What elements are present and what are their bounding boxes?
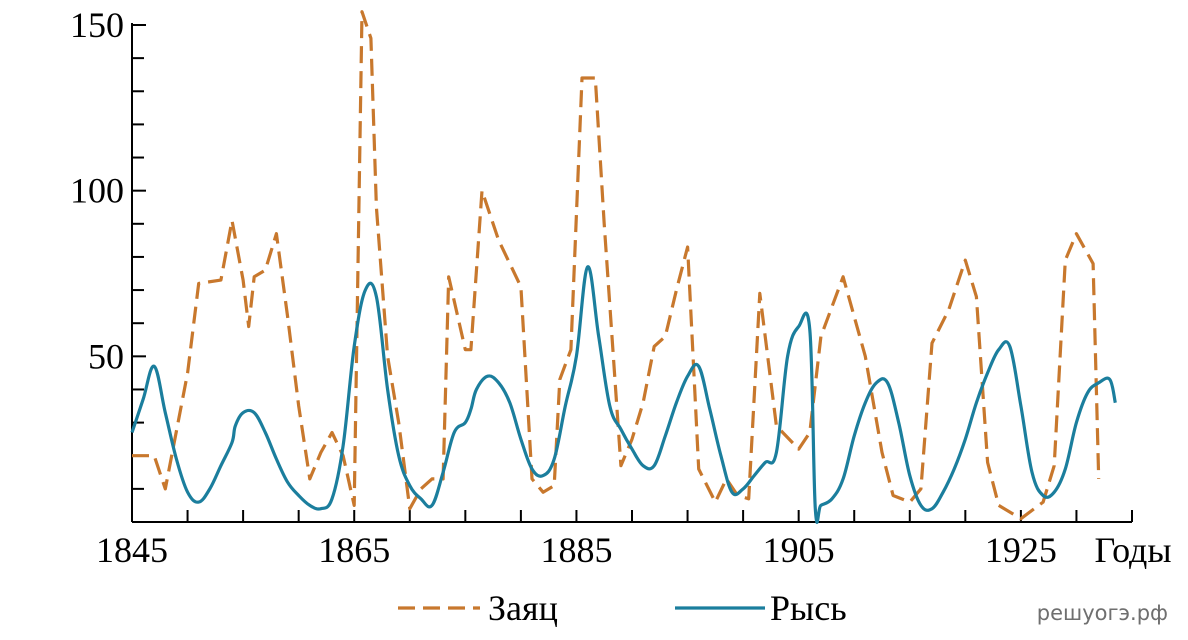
hare-series-line (132, 10, 1101, 521)
legend-label-lynx: Рысь (770, 588, 847, 628)
legend-label-hare: Заяц (488, 588, 558, 628)
lynx-series-line (130, 265, 1117, 524)
chart-axes: 50 100 150 1845 1865 1885 1905 1925 Годы (70, 5, 1172, 570)
watermark-text: решуогэ.рф (1037, 601, 1168, 625)
x-tick-label: 1845 (96, 530, 168, 570)
chart-series (130, 10, 1117, 524)
x-tick-label: 1885 (540, 530, 612, 570)
y-tick-label: 50 (88, 336, 124, 376)
x-tick-label: 1865 (318, 530, 390, 570)
x-tick-label: 1925 (985, 530, 1057, 570)
x-axis-label: Годы (1094, 530, 1171, 570)
chart-legend: Заяц Рысь (398, 588, 847, 628)
x-tick-label: 1905 (763, 530, 835, 570)
y-tick-label: 100 (70, 171, 124, 211)
y-tick-label: 150 (70, 5, 124, 45)
